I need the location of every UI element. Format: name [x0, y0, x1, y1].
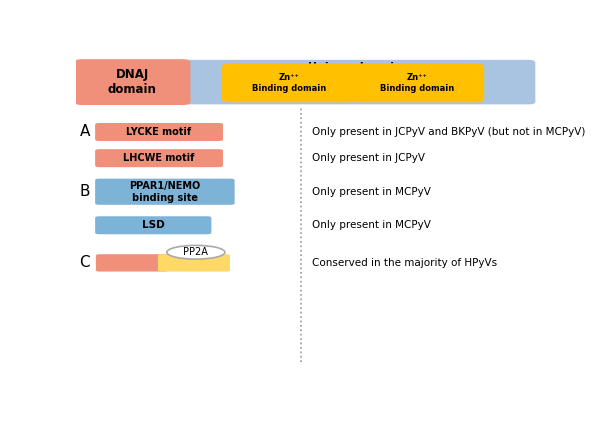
Ellipse shape [167, 245, 225, 259]
Text: Only present in MCPyV: Only present in MCPyV [312, 220, 431, 230]
Text: Conserved in the majority of HPyVs: Conserved in the majority of HPyVs [312, 258, 498, 268]
Text: DNAJ
domain: DNAJ domain [108, 68, 157, 96]
Text: LHCWE motif: LHCWE motif [124, 153, 195, 163]
FancyBboxPatch shape [95, 216, 211, 234]
Text: PP2A: PP2A [184, 247, 208, 257]
Text: Zn⁺⁺
Binding domain: Zn⁺⁺ Binding domain [251, 73, 326, 93]
Text: B: B [79, 184, 90, 199]
FancyBboxPatch shape [158, 254, 230, 272]
Text: Only present in JCPyV: Only present in JCPyV [312, 153, 425, 163]
Text: PPAR1/NEMO
binding site: PPAR1/NEMO binding site [129, 181, 201, 203]
Text: LYCKE motif: LYCKE motif [127, 127, 191, 137]
FancyBboxPatch shape [349, 63, 484, 102]
Text: Unique domain: Unique domain [308, 62, 402, 72]
Text: A: A [79, 124, 90, 139]
FancyBboxPatch shape [95, 123, 223, 141]
FancyBboxPatch shape [221, 63, 356, 102]
FancyBboxPatch shape [96, 254, 168, 272]
Text: Only present in MCPyV: Only present in MCPyV [312, 187, 431, 197]
Text: Zn⁺⁺
Binding domain: Zn⁺⁺ Binding domain [379, 73, 454, 93]
Text: Only present in JCPyV and BKPyV (but not in MCPyV): Only present in JCPyV and BKPyV (but not… [312, 127, 585, 137]
Text: C: C [79, 255, 90, 269]
FancyBboxPatch shape [95, 149, 223, 167]
FancyBboxPatch shape [74, 59, 190, 105]
Text: LSD: LSD [142, 220, 165, 230]
FancyBboxPatch shape [174, 60, 535, 105]
FancyBboxPatch shape [95, 178, 235, 205]
